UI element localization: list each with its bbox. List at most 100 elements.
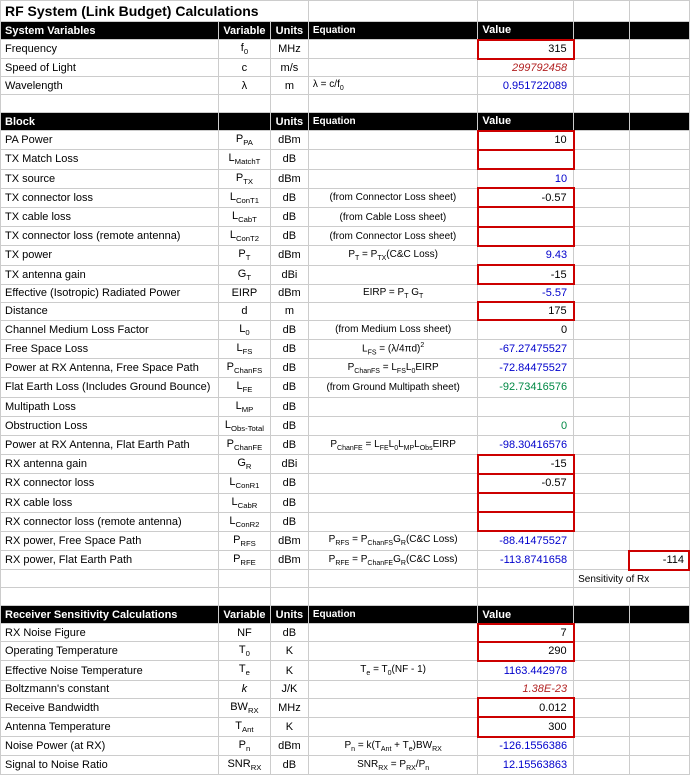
sec2-label-18: RX connector loss bbox=[1, 474, 219, 493]
sec1-label-0: Frequency bbox=[1, 40, 219, 59]
sec3-eq-7: SNRRX = PRX/Pn bbox=[308, 756, 478, 775]
sec2-var-17: GR bbox=[218, 455, 270, 474]
sec2-var-12: PChanFS bbox=[218, 359, 270, 378]
sec2-units-8: dBm bbox=[270, 284, 308, 302]
link-budget-table: RF System (Link Budget) CalculationsSyst… bbox=[0, 0, 690, 775]
sec3-units-7: dB bbox=[270, 756, 308, 775]
sec2-units-2: dBm bbox=[270, 169, 308, 188]
sec2-value-20[interactable] bbox=[478, 512, 574, 531]
sec2-value-16: -98.30416576 bbox=[478, 435, 574, 454]
header-variable3: Variable bbox=[218, 606, 270, 624]
sec1-value-0[interactable]: 315 bbox=[478, 40, 574, 59]
sec2-label-10: Channel Medium Loss Factor bbox=[1, 320, 219, 339]
sec3-var-0: NF bbox=[218, 624, 270, 642]
sec2-var-2: PTX bbox=[218, 169, 270, 188]
sec3-var-4: BWRX bbox=[218, 698, 270, 717]
sec2-value-7[interactable]: -15 bbox=[478, 265, 574, 284]
sec3-value-7: 12.15563863 bbox=[478, 756, 574, 775]
header-units3: Units bbox=[270, 606, 308, 624]
sec2-value-6: 9.43 bbox=[478, 246, 574, 265]
sec2-value-8: -5.57 bbox=[478, 284, 574, 302]
sec2-eq-22: PRFE = PChanFEGR(C&C Loss) bbox=[308, 551, 478, 570]
sec2-label-9: Distance bbox=[1, 302, 219, 320]
sec2-value-4[interactable] bbox=[478, 207, 574, 226]
sec2-units-21: dBm bbox=[270, 531, 308, 550]
sec3-units-0: dB bbox=[270, 624, 308, 642]
sec3-value-4[interactable]: 0.012 bbox=[478, 698, 574, 717]
sec2-var-15: LObs-Total bbox=[218, 416, 270, 435]
sec1-units-0: MHz bbox=[270, 40, 308, 59]
sec2-value-12: -72.84475527 bbox=[478, 359, 574, 378]
sec2-eq-17 bbox=[308, 455, 478, 474]
header-equation2: Equation bbox=[308, 113, 478, 131]
sec2-units-16: dB bbox=[270, 435, 308, 454]
sec2-label-2: TX source bbox=[1, 169, 219, 188]
sec2-var-4: LCabT bbox=[218, 207, 270, 226]
sec2-eq-18 bbox=[308, 474, 478, 493]
sec2-eq-10: (from Medium Loss sheet) bbox=[308, 320, 478, 339]
sec3-value-5[interactable]: 300 bbox=[478, 717, 574, 736]
sec2-label-4: TX cable loss bbox=[1, 207, 219, 226]
sec2-eq-16: PChanFE = LFEL0LMPLObsEIRP bbox=[308, 435, 478, 454]
sec2-value-13: -92.73416576 bbox=[478, 378, 574, 397]
sec2-value-3[interactable]: -0.57 bbox=[478, 188, 574, 207]
sec2-eq-19 bbox=[308, 493, 478, 512]
sec2-units-6: dBm bbox=[270, 246, 308, 265]
sec2-value-19[interactable] bbox=[478, 493, 574, 512]
sec3-units-5: K bbox=[270, 717, 308, 736]
sec2-label-1: TX Match Loss bbox=[1, 150, 219, 169]
sec2-label-8: Effective (Isotropic) Radiated Power bbox=[1, 284, 219, 302]
sec3-value-6: -126.1556386 bbox=[478, 737, 574, 756]
sec3-eq-6: Pn = k(TAnt + Te)BWRX bbox=[308, 737, 478, 756]
sec3-value-2: 1163.442978 bbox=[478, 661, 574, 680]
header-variable: Variable bbox=[218, 22, 270, 40]
sec3-label-4: Receive Bandwidth bbox=[1, 698, 219, 717]
sec2-units-19: dB bbox=[270, 493, 308, 512]
sec3-label-3: Boltzmann's constant bbox=[1, 680, 219, 698]
sec1-value-1: 299792458 bbox=[478, 59, 574, 77]
sec3-eq-3 bbox=[308, 680, 478, 698]
sec2-eq-11: LFS = (λ/4πd)2 bbox=[308, 339, 478, 358]
sec3-units-2: K bbox=[270, 661, 308, 680]
sec3-value-3: 1.38E-23 bbox=[478, 680, 574, 698]
sec2-var-1: LMatchT bbox=[218, 150, 270, 169]
sec2-label-13: Flat Earth Loss (Includes Ground Bounce) bbox=[1, 378, 219, 397]
sec2-var-20: LConR2 bbox=[218, 512, 270, 531]
sec2-eq-0 bbox=[308, 131, 478, 150]
sec1-var-2: λ bbox=[218, 77, 270, 95]
sec2-var-0: PPA bbox=[218, 131, 270, 150]
sec2-value-1[interactable] bbox=[478, 150, 574, 169]
sec2-value-9[interactable]: 175 bbox=[478, 302, 574, 320]
sec2-units-15: dB bbox=[270, 416, 308, 435]
sec2-eq-15 bbox=[308, 416, 478, 435]
sec2-var-7: GT bbox=[218, 265, 270, 284]
sec3-var-2: Te bbox=[218, 661, 270, 680]
sec2-label-0: PA Power bbox=[1, 131, 219, 150]
sec1-eq-2: λ = c/f0 bbox=[308, 77, 478, 95]
sec2-value-18[interactable]: -0.57 bbox=[478, 474, 574, 493]
sec2-value-0[interactable]: 10 bbox=[478, 131, 574, 150]
sec2-value-21: -88.41475527 bbox=[478, 531, 574, 550]
sec2-label-19: RX cable loss bbox=[1, 493, 219, 512]
sec2-var-14: LMP bbox=[218, 397, 270, 416]
sec3-var-3: k bbox=[218, 680, 270, 698]
sec3-var-1: T0 bbox=[218, 642, 270, 661]
sec2-label-12: Power at RX Antenna, Free Space Path bbox=[1, 359, 219, 378]
sec2-value-17[interactable]: -15 bbox=[478, 455, 574, 474]
sec2-eq-12: PChanFS = LFSL0EIRP bbox=[308, 359, 478, 378]
sec2-value-5[interactable] bbox=[478, 227, 574, 246]
sec3-units-3: J/K bbox=[270, 680, 308, 698]
sec2-label-16: Power at RX Antenna, Flat Earth Path bbox=[1, 435, 219, 454]
sec2-var-11: LFS bbox=[218, 339, 270, 358]
sec3-label-2: Effective Noise Temperature bbox=[1, 661, 219, 680]
sec1-label-2: Wavelength bbox=[1, 77, 219, 95]
sec1-var-0: f0 bbox=[218, 40, 270, 59]
sec1-eq-1 bbox=[308, 59, 478, 77]
sec2-var-19: LCabR bbox=[218, 493, 270, 512]
sec2-label-22: RX power, Flat Earth Path bbox=[1, 551, 219, 570]
sec2-value-14 bbox=[478, 397, 574, 416]
sec3-value-0[interactable]: 7 bbox=[478, 624, 574, 642]
sec3-value-1[interactable]: 290 bbox=[478, 642, 574, 661]
sec2-eq-1 bbox=[308, 150, 478, 169]
sensitivity-value: -114 bbox=[629, 551, 689, 570]
